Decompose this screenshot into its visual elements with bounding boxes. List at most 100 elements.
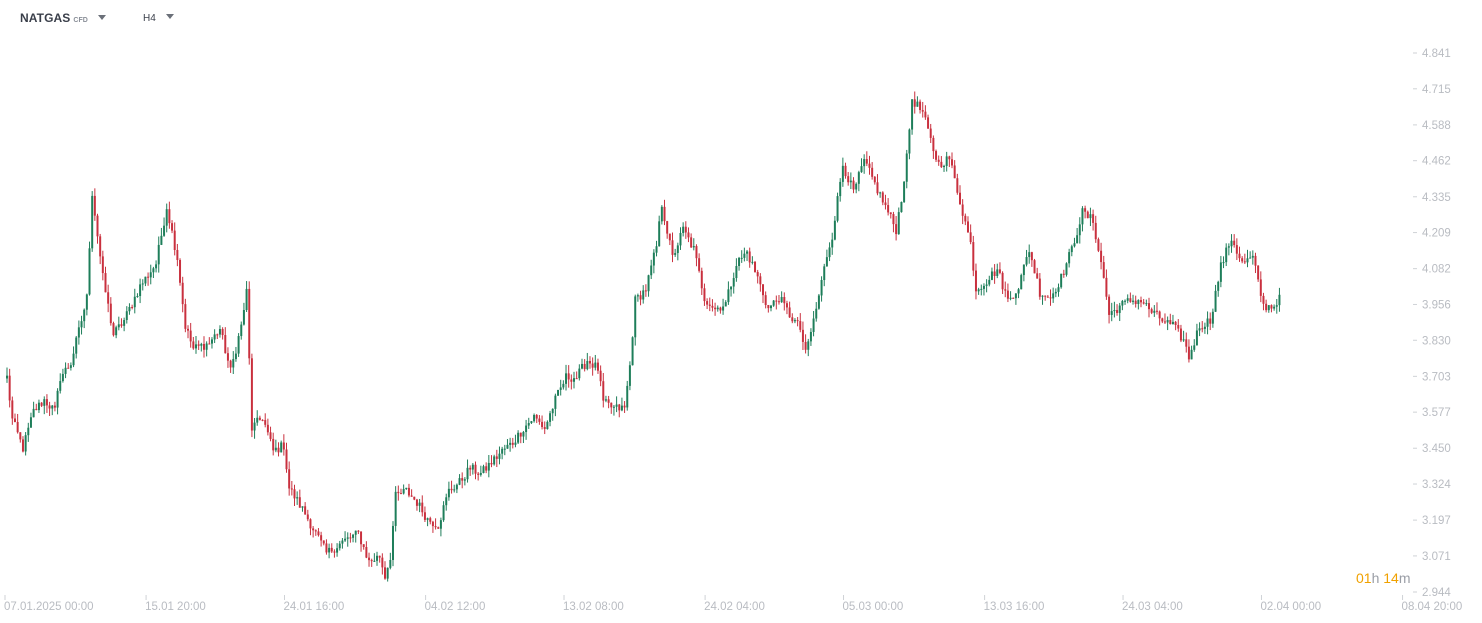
candle-body xyxy=(666,221,669,234)
candle-body xyxy=(817,295,820,309)
candle-body xyxy=(205,343,208,350)
candle xyxy=(966,216,969,233)
candle xyxy=(157,236,160,273)
candle-body xyxy=(309,519,312,529)
candle xyxy=(1209,312,1212,331)
candle-body xyxy=(474,464,477,474)
candle xyxy=(511,437,514,449)
candle xyxy=(72,346,75,368)
candle-body xyxy=(714,307,717,310)
candle-body xyxy=(479,472,482,475)
candle xyxy=(780,291,783,303)
candle xyxy=(687,227,690,243)
candle-body xyxy=(762,284,765,296)
candle-body xyxy=(772,300,775,306)
candle xyxy=(1073,237,1076,248)
candle xyxy=(980,284,983,296)
candle-body xyxy=(195,344,198,349)
candle-body xyxy=(352,534,355,538)
candle xyxy=(1179,324,1182,343)
candle xyxy=(772,300,775,307)
candle xyxy=(1177,319,1180,332)
symbol-selector[interactable]: NATGAS CFD xyxy=(20,11,106,25)
candle-body xyxy=(152,268,155,273)
candle-body xyxy=(793,320,796,322)
candle xyxy=(368,552,371,567)
candle-body xyxy=(833,220,836,240)
candle-body xyxy=(695,246,698,259)
candle-body xyxy=(11,400,14,419)
candle xyxy=(514,434,517,448)
candle-body xyxy=(179,259,182,283)
candle-body xyxy=(801,329,804,342)
candle xyxy=(754,260,757,273)
candle xyxy=(378,555,381,563)
candle-body xyxy=(1068,252,1071,264)
candle xyxy=(1233,234,1236,248)
candle xyxy=(202,336,205,358)
candle-body xyxy=(171,223,174,231)
candle xyxy=(559,379,562,396)
candle xyxy=(879,191,882,198)
candle xyxy=(1025,249,1028,267)
candle-body xyxy=(668,233,671,241)
candle xyxy=(280,440,283,453)
candle xyxy=(91,191,94,252)
candle-body xyxy=(168,209,171,224)
candle-body xyxy=(509,442,512,445)
candle-body xyxy=(618,404,621,411)
candle-body xyxy=(1238,253,1241,259)
candle-body xyxy=(1153,310,1156,313)
timeframe-selector[interactable]: H4 xyxy=(143,13,174,24)
candle-body xyxy=(1174,321,1177,325)
candle xyxy=(258,415,261,421)
candle-body xyxy=(865,159,868,164)
candle xyxy=(405,487,408,490)
candle xyxy=(793,318,796,324)
candle-body xyxy=(583,363,586,370)
candle xyxy=(205,341,208,357)
candle xyxy=(229,359,232,373)
candle xyxy=(945,151,948,172)
candle-body xyxy=(1094,222,1097,240)
candle-body xyxy=(623,405,626,408)
candle-body xyxy=(208,343,211,345)
candle-body xyxy=(831,239,834,248)
candle xyxy=(911,99,914,135)
candle xyxy=(192,336,195,350)
candle-body xyxy=(192,341,195,349)
candle xyxy=(599,365,602,387)
candle xyxy=(117,316,120,331)
candle-body xyxy=(32,408,35,418)
candle-body xyxy=(346,537,349,539)
candle-body xyxy=(256,417,259,423)
candle-body xyxy=(825,257,828,267)
candle-body xyxy=(996,269,999,276)
candle-body xyxy=(69,365,72,368)
candle-body xyxy=(958,192,961,205)
candle-body xyxy=(711,305,714,308)
candle xyxy=(386,567,389,582)
chevron-down-icon[interactable] xyxy=(165,14,174,19)
candle xyxy=(1070,244,1073,257)
candle-body xyxy=(320,535,323,541)
candle xyxy=(919,99,922,114)
candle-body xyxy=(1049,297,1052,299)
candle xyxy=(791,313,794,324)
candle xyxy=(1145,299,1148,307)
candle xyxy=(399,488,402,495)
candle-body xyxy=(104,273,107,293)
candle-body xyxy=(1275,305,1278,307)
candle xyxy=(535,414,538,424)
candle-body xyxy=(1065,263,1068,275)
timeframe-label: H4 xyxy=(143,13,156,24)
candle xyxy=(522,430,525,444)
y-tick-label: 4.082 xyxy=(1422,264,1451,276)
candle-body xyxy=(636,295,639,297)
candle-body xyxy=(604,399,607,401)
chevron-down-icon[interactable] xyxy=(97,15,106,20)
candle-body xyxy=(1041,295,1044,297)
candle-body xyxy=(847,176,850,183)
candle-body xyxy=(157,244,160,265)
